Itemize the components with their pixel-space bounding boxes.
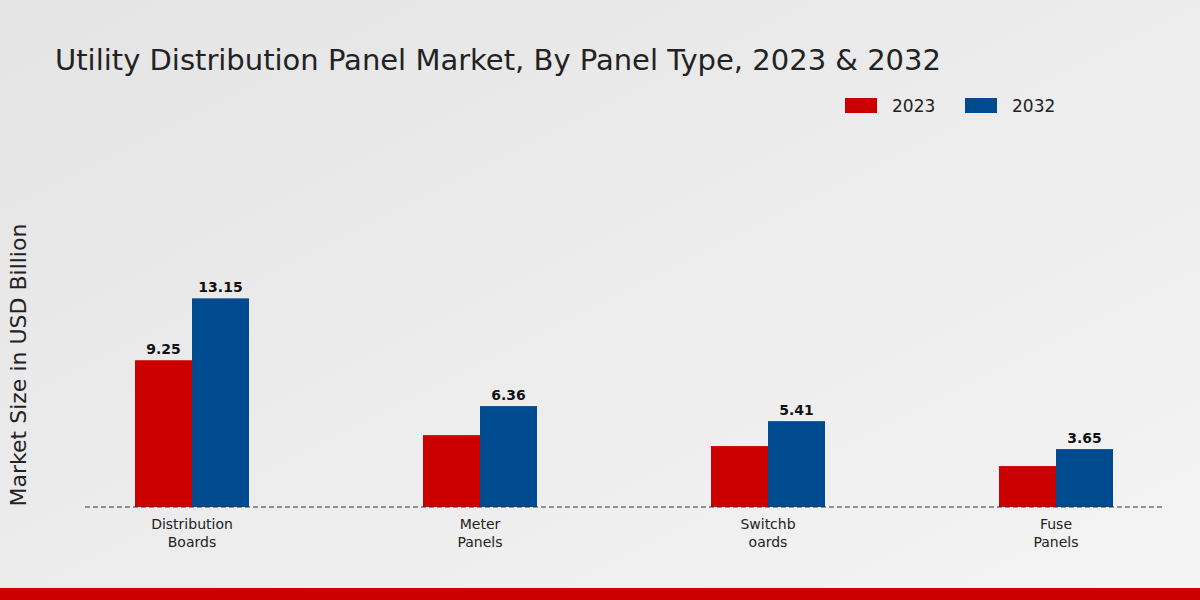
bar (1056, 449, 1113, 507)
baseline (85, 507, 1165, 508)
background (0, 0, 1200, 600)
chart-svg: Utility Distribution Panel Market, By Pa… (0, 0, 1200, 600)
data-label: 3.65 (1067, 430, 1102, 446)
data-label: 9.25 (146, 341, 181, 357)
x-tick-label-line: Switchb (740, 516, 795, 532)
data-label: 6.36 (491, 387, 526, 403)
bar (480, 406, 537, 507)
x-tick-label: Fuse Panels (1033, 516, 1078, 550)
legend-label: 2023 (892, 96, 935, 116)
x-tick-label-line: Panels (457, 534, 502, 550)
bar (135, 360, 192, 507)
x-tick-label-line: Fuse (1040, 516, 1072, 532)
x-tick-label: Switchb oards (740, 516, 795, 550)
bars (135, 298, 1113, 507)
x-tick-label: Meter Panels (457, 516, 502, 550)
data-label: 5.41 (779, 402, 814, 418)
chart-root: Utility Distribution Panel Market, By Pa… (0, 0, 1200, 600)
x-tick-label-line: Panels (1033, 534, 1078, 550)
x-tick-label-line: Boards (168, 534, 216, 550)
x-tick-label-line: Distribution (151, 516, 233, 532)
legend-label: 2032 (1012, 96, 1055, 116)
legend-swatch (845, 98, 877, 113)
x-tick-label-line: oards (749, 534, 788, 550)
bottom-strip (0, 588, 1200, 600)
bar (192, 298, 249, 507)
x-tick-label: Distribution Boards (151, 516, 233, 550)
y-axis-label: Market Size in USD Billion (6, 224, 31, 507)
legend-swatch (965, 98, 997, 113)
x-tick-label-line: Meter (460, 516, 501, 532)
title: Utility Distribution Panel Market, By Pa… (55, 43, 941, 77)
bar (711, 446, 768, 507)
bar (423, 435, 480, 507)
bar (999, 466, 1056, 507)
data-labels: 9.25 13.15 6.36 5.41 3.65 (146, 279, 1102, 446)
data-label: 13.15 (198, 279, 242, 295)
bar (768, 421, 825, 507)
